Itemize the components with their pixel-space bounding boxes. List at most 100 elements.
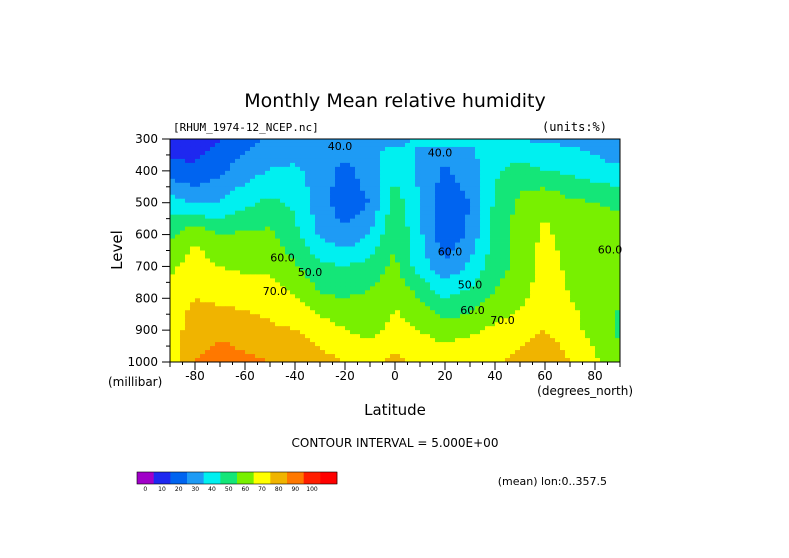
field-cell	[420, 282, 426, 287]
field-cell	[290, 190, 296, 196]
field-cell	[490, 290, 496, 295]
field-cell	[400, 222, 406, 228]
field-cell	[485, 234, 491, 239]
field-cell	[240, 142, 246, 148]
field-cell	[430, 166, 436, 172]
field-cell	[500, 146, 506, 152]
field-cell	[315, 286, 321, 291]
field-cell	[345, 158, 351, 164]
field-cell	[615, 142, 621, 148]
field-cell	[350, 214, 356, 220]
field-cell	[210, 182, 216, 188]
field-cell	[420, 242, 426, 247]
field-cell	[455, 210, 461, 216]
field-cell	[325, 150, 331, 156]
field-cell	[330, 222, 336, 228]
field-cell	[395, 154, 401, 160]
field-cell	[415, 266, 421, 271]
field-cell	[170, 262, 176, 267]
field-cell	[255, 334, 261, 339]
field-cell	[515, 286, 521, 291]
field-cell	[285, 162, 291, 168]
field-cell	[480, 354, 486, 359]
field-cell	[460, 234, 466, 239]
field-cell	[360, 358, 366, 363]
field-cell	[595, 262, 601, 267]
field-cell	[470, 202, 476, 208]
field-cell	[335, 274, 341, 279]
field-cell	[525, 338, 531, 343]
field-cell	[245, 346, 251, 351]
field-cell	[245, 334, 251, 339]
field-cell	[425, 142, 431, 148]
field-cell	[440, 139, 446, 144]
field-cell	[190, 174, 196, 180]
field-cell	[595, 278, 601, 283]
field-cell	[400, 238, 406, 243]
field-cell	[410, 342, 416, 347]
field-cell	[350, 230, 356, 235]
field-cell	[255, 246, 261, 251]
field-cell	[245, 254, 251, 259]
field-cell	[185, 266, 191, 271]
field-cell	[345, 274, 351, 279]
field-cell	[410, 346, 416, 351]
field-cell	[445, 250, 451, 255]
field-cell	[525, 298, 531, 303]
field-cell	[525, 282, 531, 287]
field-cell	[435, 250, 441, 255]
field-cell	[180, 158, 186, 164]
field-cell	[185, 282, 191, 287]
field-cell	[535, 154, 541, 160]
field-cell	[420, 330, 426, 335]
field-cell	[180, 278, 186, 283]
field-cell	[505, 246, 511, 251]
field-cell	[605, 298, 611, 303]
field-cell	[255, 182, 261, 188]
field-cell	[230, 210, 236, 216]
field-cell	[540, 170, 546, 176]
field-cell	[245, 166, 251, 172]
field-cell	[335, 186, 341, 192]
field-cell	[410, 290, 416, 295]
field-cell	[255, 210, 261, 216]
field-cell	[175, 242, 181, 247]
field-cell	[240, 326, 246, 331]
field-cell	[345, 238, 351, 243]
field-cell	[470, 258, 476, 263]
field-cell	[255, 266, 261, 271]
field-cell	[210, 286, 216, 291]
field-cell	[190, 358, 196, 363]
field-cell	[535, 250, 541, 255]
field-cell	[225, 210, 231, 216]
field-cell	[295, 190, 301, 196]
field-cell	[340, 222, 346, 228]
field-cell	[400, 342, 406, 347]
field-cell	[530, 326, 536, 331]
field-cell	[290, 162, 296, 168]
field-cell	[245, 294, 251, 299]
field-cell	[490, 266, 496, 271]
field-cell	[505, 190, 511, 196]
field-cell	[225, 242, 231, 247]
field-cell	[510, 182, 516, 188]
field-cell	[335, 226, 341, 231]
field-cell	[485, 210, 491, 216]
field-cell	[355, 258, 361, 263]
field-cell	[565, 214, 571, 220]
field-cell	[435, 230, 441, 235]
field-cell	[345, 306, 351, 311]
field-cell	[175, 246, 181, 251]
field-cell	[570, 258, 576, 263]
field-cell	[415, 234, 421, 239]
field-cell	[510, 154, 516, 160]
field-cell	[445, 330, 451, 335]
field-cell	[265, 302, 271, 307]
field-cell	[390, 154, 396, 160]
field-cell	[300, 206, 306, 212]
field-cell	[475, 246, 481, 251]
field-cell	[330, 150, 336, 156]
field-cell	[315, 270, 321, 275]
field-cell	[570, 290, 576, 295]
field-cell	[435, 202, 441, 208]
